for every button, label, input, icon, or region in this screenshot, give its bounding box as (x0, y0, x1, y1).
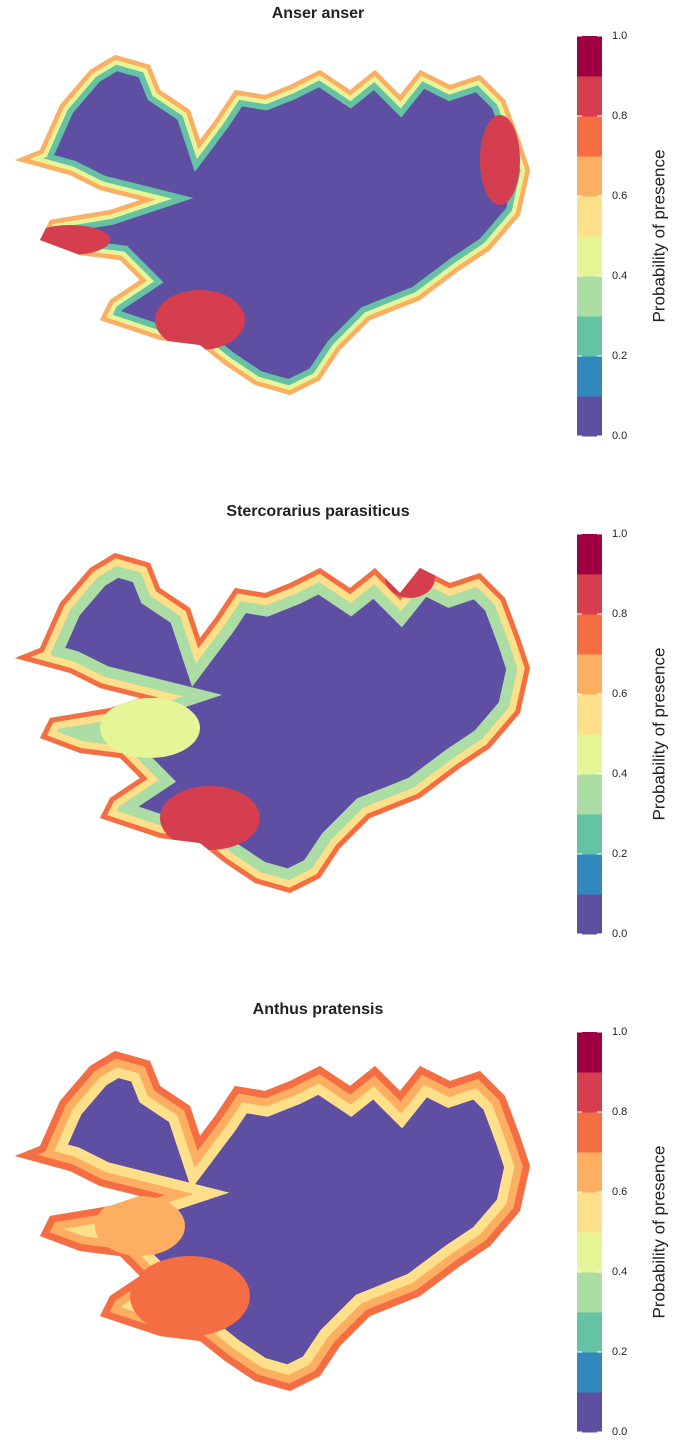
colorbar-bin (577, 1272, 602, 1313)
colorbar-tick-label: 1.0 (612, 1026, 627, 1038)
colorbar-tick-label: 0.4 (612, 768, 627, 780)
colorbar-tick-label: 0.6 (612, 688, 627, 700)
colorbar-bin (577, 734, 602, 775)
colorbar-bin (577, 156, 602, 197)
colorbar-bin (577, 1312, 602, 1353)
legend-title: Probability of presence (649, 648, 668, 821)
hotspot (160, 786, 260, 850)
colorbar-bin (577, 574, 602, 615)
colorbar-tick-label: 0.0 (612, 1426, 627, 1438)
colorbar-bin (577, 1352, 602, 1393)
colorbar-tick-label: 0.0 (612, 430, 627, 442)
colorbar-tick-label: 0.2 (612, 1346, 627, 1358)
colorbar-bin (577, 534, 602, 575)
colorbar-tick-label: 1.0 (612, 528, 627, 540)
colorbar-bin (577, 316, 602, 357)
colorbar-bin (577, 814, 602, 855)
colorbar-bin (577, 396, 602, 437)
hotspot (95, 1196, 185, 1256)
colorbar-tick-label: 0.4 (612, 1266, 627, 1278)
colorbar-bin (577, 774, 602, 815)
panel-title: Stercorarius parasiticus (226, 503, 409, 520)
colorbar-tick-label: 0.6 (612, 190, 627, 202)
hotspot (30, 225, 110, 255)
colorbar-bin (577, 1032, 602, 1073)
colorbar-bin (577, 654, 602, 695)
colorbar-bin (577, 1152, 602, 1193)
hotspot (100, 698, 200, 758)
figure: Anser anser 0.0 0.2 0.4 0.6 0.8 1.0 Probability… (0, 0, 673, 1440)
colorbar-tick-label: 0.8 (612, 1106, 627, 1118)
colorbar-bin (577, 614, 602, 655)
colorbar-bin (577, 196, 602, 237)
colorbar-tick-label: 0.8 (612, 608, 627, 620)
hotspot (155, 290, 245, 350)
legend-title: Probability of presence (649, 150, 668, 323)
legend-title: Probability of presence (649, 1146, 668, 1319)
hotspot (130, 1256, 250, 1336)
colorbar-tick-label: 0.0 (612, 928, 627, 940)
colorbar-bin (577, 694, 602, 735)
colorbar-bin (577, 356, 602, 397)
colorbar-tick-label: 0.8 (612, 110, 627, 122)
colorbar-bin (577, 1072, 602, 1113)
colorbar-tick-label: 0.2 (612, 350, 627, 362)
colorbar-bin (577, 854, 602, 895)
colorbar-bin (577, 1192, 602, 1233)
panel-title: Anser anser (272, 5, 365, 22)
map (15, 553, 530, 893)
colorbar-bin (577, 894, 602, 935)
colorbar-tick-label: 0.4 (612, 270, 627, 282)
map (15, 1051, 530, 1391)
map (15, 55, 530, 395)
panel-title: Anthus pratensis (253, 1001, 384, 1018)
colorbar-bin (577, 1232, 602, 1273)
colorbar-tick-label: 0.6 (612, 1186, 627, 1198)
colorbar-bin (577, 36, 602, 77)
colorbar-bin (577, 236, 602, 277)
hotspot (385, 558, 435, 598)
colorbar-tick-label: 1.0 (612, 30, 627, 42)
colorbar-bin (577, 116, 602, 157)
hotspot (480, 115, 520, 205)
colorbar-bin (577, 276, 602, 317)
colorbar-bin (577, 76, 602, 117)
colorbar-tick-label: 0.2 (612, 848, 627, 860)
colorbar-bin (577, 1112, 602, 1153)
colorbar-bin (577, 1392, 602, 1433)
